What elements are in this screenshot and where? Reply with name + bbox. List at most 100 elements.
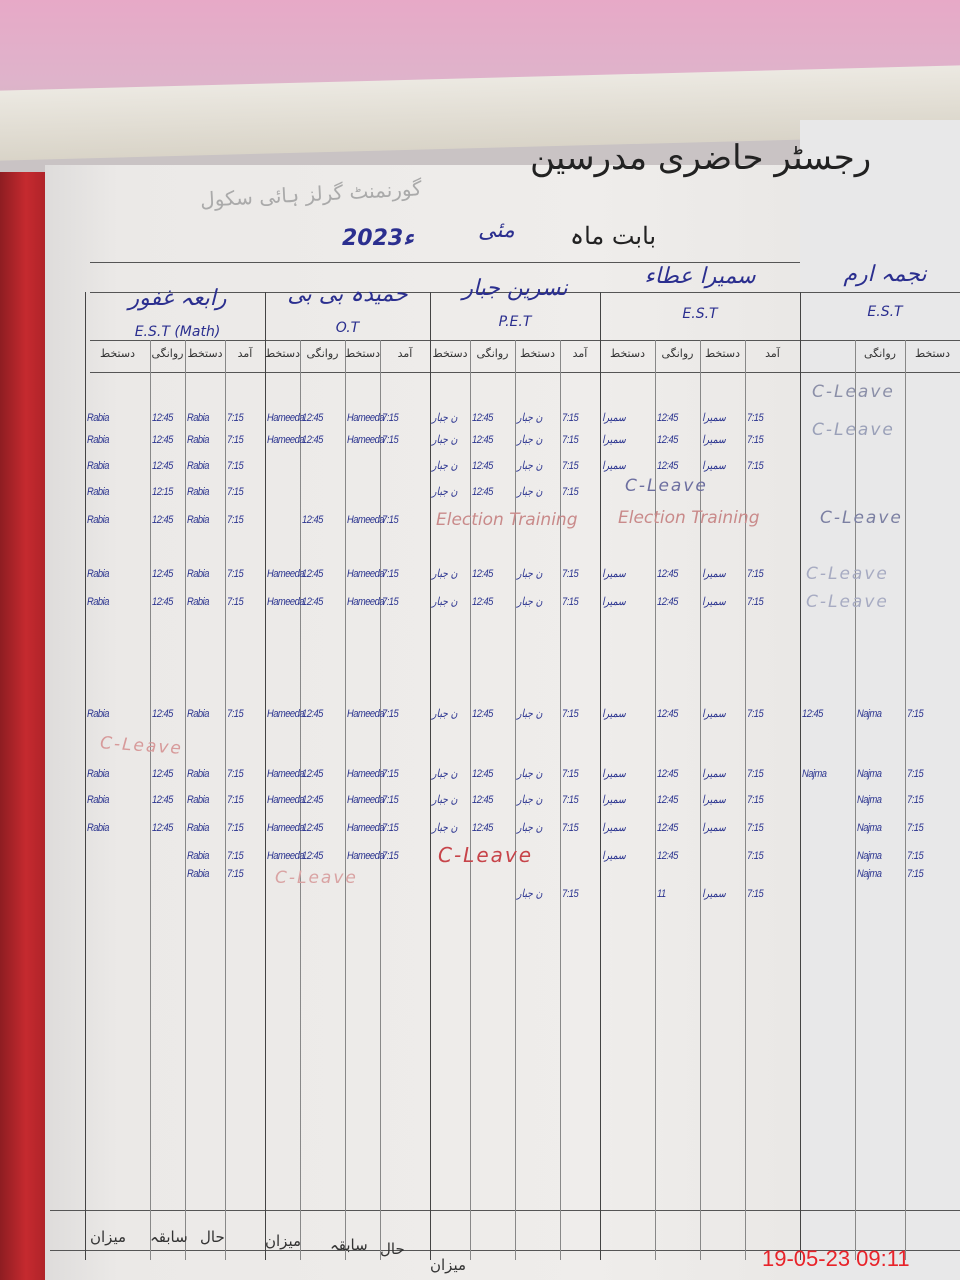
attendance-cell: 12:45 — [152, 596, 173, 608]
attendance-cell: Rabia — [187, 850, 209, 862]
attendance-cell: ن جبار — [517, 568, 543, 580]
attendance-cell: Rabia — [187, 486, 209, 498]
teacher-name: سمیرا عطاء — [644, 264, 756, 289]
rule-line — [50, 1210, 960, 1211]
attendance-cell: Rabia — [187, 514, 209, 526]
attendance-cell: 12:45 — [302, 434, 323, 446]
attendance-cell: 7:15 — [227, 868, 244, 880]
attendance-cell: 11 — [657, 888, 666, 900]
attendance-cell: 12:45 — [302, 768, 323, 780]
column-header: دستخط — [915, 347, 950, 360]
attendance-cell: 12:45 — [657, 768, 678, 780]
column-line — [85, 292, 86, 1260]
column-header: روانگی — [864, 347, 896, 360]
attendance-cell: 12:45 — [657, 460, 678, 472]
attendance-cell: 7:15 — [562, 460, 579, 472]
attendance-cell: 7:15 — [907, 794, 924, 806]
footer-label: میزان — [90, 1228, 127, 1246]
column-header: روانگی — [306, 347, 339, 360]
attendance-cell: 7:15 — [382, 708, 399, 720]
attendance-cell: Hameeda — [267, 794, 304, 806]
column-line — [515, 340, 516, 1260]
attendance-cell: 7:15 — [907, 708, 924, 720]
column-header: آمد — [572, 347, 588, 360]
column-line — [185, 340, 186, 1260]
attendance-cell: Rabia — [87, 794, 109, 806]
attendance-cell: 7:15 — [382, 412, 399, 424]
month-value: مئی — [478, 218, 515, 243]
attendance-cell: سمیرا — [602, 596, 626, 608]
attendance-cell: 7:15 — [747, 794, 764, 806]
attendance-cell: Hameeda — [347, 794, 384, 806]
column-line — [470, 340, 471, 1260]
attendance-cell: 7:15 — [382, 596, 399, 608]
attendance-cell: 7:15 — [562, 596, 579, 608]
attendance-cell: 7:15 — [747, 568, 764, 580]
attendance-cell: 12:45 — [302, 850, 323, 862]
attendance-cell: سمیرا — [602, 850, 626, 862]
attendance-cell: سمیرا — [702, 888, 726, 900]
attendance-cell: Rabia — [87, 708, 109, 720]
rule-line — [90, 262, 800, 263]
column-header: دستخط — [610, 347, 645, 360]
attendance-cell: 7:15 — [747, 434, 764, 446]
column-line — [380, 340, 381, 1260]
attendance-cell: Hameeda — [347, 514, 384, 526]
right-page-edge — [800, 120, 960, 1280]
column-line — [560, 340, 561, 1260]
attendance-cell: 7:15 — [382, 822, 399, 834]
attendance-cell: سمیرا — [702, 596, 726, 608]
column-header: دستخط — [187, 347, 223, 360]
attendance-cell: 7:15 — [227, 850, 244, 862]
column-line — [225, 340, 226, 1260]
attendance-cell: ن جبار — [517, 412, 543, 424]
attendance-cell: ن جبار — [432, 568, 458, 580]
attendance-cell: 12:45 — [657, 434, 678, 446]
attendance-cell: 7:15 — [747, 412, 764, 424]
teacher-designation: E.S.T — [682, 306, 718, 322]
column-header: دستخط — [520, 347, 555, 360]
attendance-cell: 7:15 — [227, 596, 244, 608]
attendance-cell: 12:45 — [472, 486, 493, 498]
attendance-cell: ن جبار — [517, 708, 543, 720]
attendance-cell: 7:15 — [562, 888, 579, 900]
attendance-cell: ن جبار — [517, 460, 543, 472]
attendance-cell: 7:15 — [562, 708, 579, 720]
attendance-cell: ن جبار — [432, 794, 458, 806]
column-header: دستخط — [100, 347, 135, 360]
attendance-cell: سمیرا — [702, 768, 726, 780]
attendance-cell: 7:15 — [747, 460, 764, 472]
attendance-cell: 12:45 — [302, 596, 323, 608]
attendance-cell: 12:45 — [472, 568, 493, 580]
attendance-cell: Hameeda — [347, 822, 384, 834]
attendance-cell: 12:45 — [152, 568, 173, 580]
leave-note: C-Leave — [812, 420, 895, 440]
attendance-cell: 12:45 — [152, 412, 173, 424]
attendance-cell: 7:15 — [747, 708, 764, 720]
teacher-name: نجمہ ارم — [843, 262, 927, 287]
attendance-cell: Najma — [857, 794, 882, 806]
attendance-cell: Hameeda — [347, 434, 384, 446]
attendance-cell: 12:45 — [152, 822, 173, 834]
attendance-cell: Najma — [857, 822, 882, 834]
attendance-cell: Najma — [857, 768, 882, 780]
footer-label: حال — [200, 1228, 225, 1246]
attendance-cell: سمیرا — [702, 822, 726, 834]
attendance-cell: Rabia — [87, 412, 109, 424]
column-line — [855, 340, 856, 1260]
teacher-name: نسرین جبار — [462, 276, 568, 301]
column-header: دستخط — [265, 347, 300, 360]
column-header: دستخط — [705, 347, 740, 360]
leave-note: C-Leave — [820, 508, 903, 528]
column-line — [265, 292, 266, 1260]
column-line — [345, 340, 346, 1260]
attendance-cell: 7:15 — [227, 768, 244, 780]
attendance-cell: 12:45 — [657, 822, 678, 834]
attendance-cell: Hameeda — [347, 568, 384, 580]
attendance-cell: ن جبار — [517, 888, 543, 900]
attendance-cell: 12:45 — [472, 708, 493, 720]
attendance-cell: Rabia — [87, 434, 109, 446]
column-line — [700, 340, 701, 1260]
training-note: Election Training — [618, 508, 760, 528]
attendance-cell: ن جبار — [517, 794, 543, 806]
